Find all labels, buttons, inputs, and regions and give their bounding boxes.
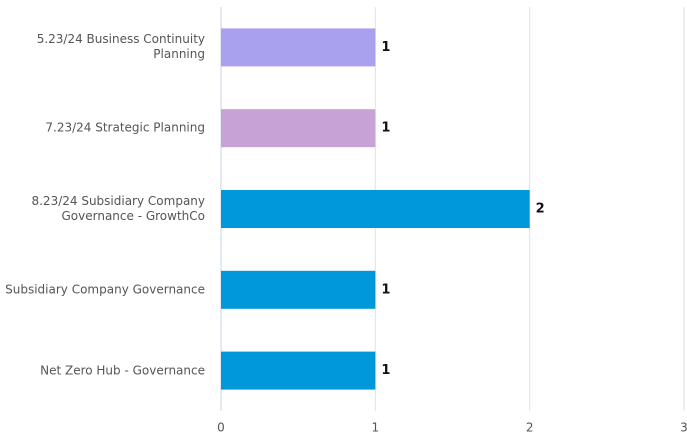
value-label: 1 [381, 363, 390, 378]
value-label: 1 [381, 40, 390, 55]
value-label: 1 [381, 282, 390, 297]
bar [221, 351, 376, 390]
y-tick-label: 8.23/24 Subsidiary Company Governance - … [31, 194, 205, 223]
value-label: 2 [536, 202, 545, 217]
bar [221, 28, 376, 67]
bar [221, 190, 530, 228]
value-label: 1 [381, 121, 390, 136]
y-tick-label: 5.23/24 Business Continuity Planning [36, 32, 205, 62]
bar [221, 270, 376, 309]
x-tick-label: 1 [372, 421, 380, 435]
x-tick-label: 0 [217, 421, 225, 435]
y-tick-label: Subsidiary Company Governance [5, 282, 205, 297]
y-tick-label: Net Zero Hub - Governance [40, 363, 205, 378]
x-tick-label: 2 [526, 421, 534, 435]
bar [221, 109, 376, 148]
x-tick-label: 3 [680, 421, 687, 435]
y-tick-label: 7.23/24 Strategic Planning [45, 120, 205, 135]
